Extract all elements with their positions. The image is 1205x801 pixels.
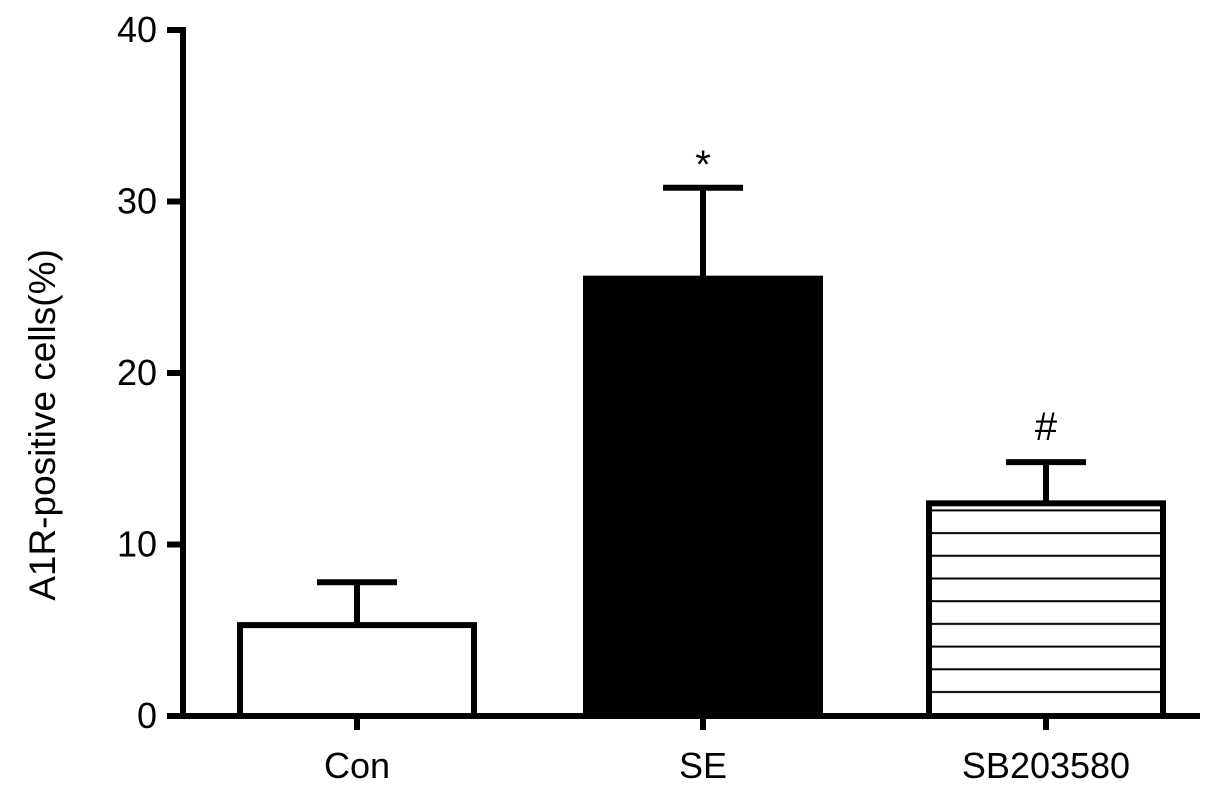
y-tick-label-40: 40: [117, 9, 157, 50]
plot-area: Con * SE # SB203580 0 10 20 30 40: [117, 9, 1200, 786]
bar-con: [237, 622, 477, 719]
x-tick-label-sb203580: SB203580: [962, 745, 1130, 786]
bar-sb203580: [926, 500, 1166, 719]
y-tick-label-30: 30: [117, 181, 157, 222]
x-tick-label-con: Con: [324, 745, 390, 786]
x-tick-label-se: SE: [679, 745, 727, 786]
y-axis-label: A1R-positive cells(%): [22, 249, 63, 601]
bar-se: [583, 275, 823, 719]
y-tick-label-20: 20: [117, 352, 157, 393]
significance-marker-se: *: [695, 143, 711, 187]
y-tick-label-10: 10: [117, 524, 157, 565]
significance-marker-sb203580: #: [1035, 405, 1058, 449]
y-tick-label-0: 0: [137, 695, 157, 736]
